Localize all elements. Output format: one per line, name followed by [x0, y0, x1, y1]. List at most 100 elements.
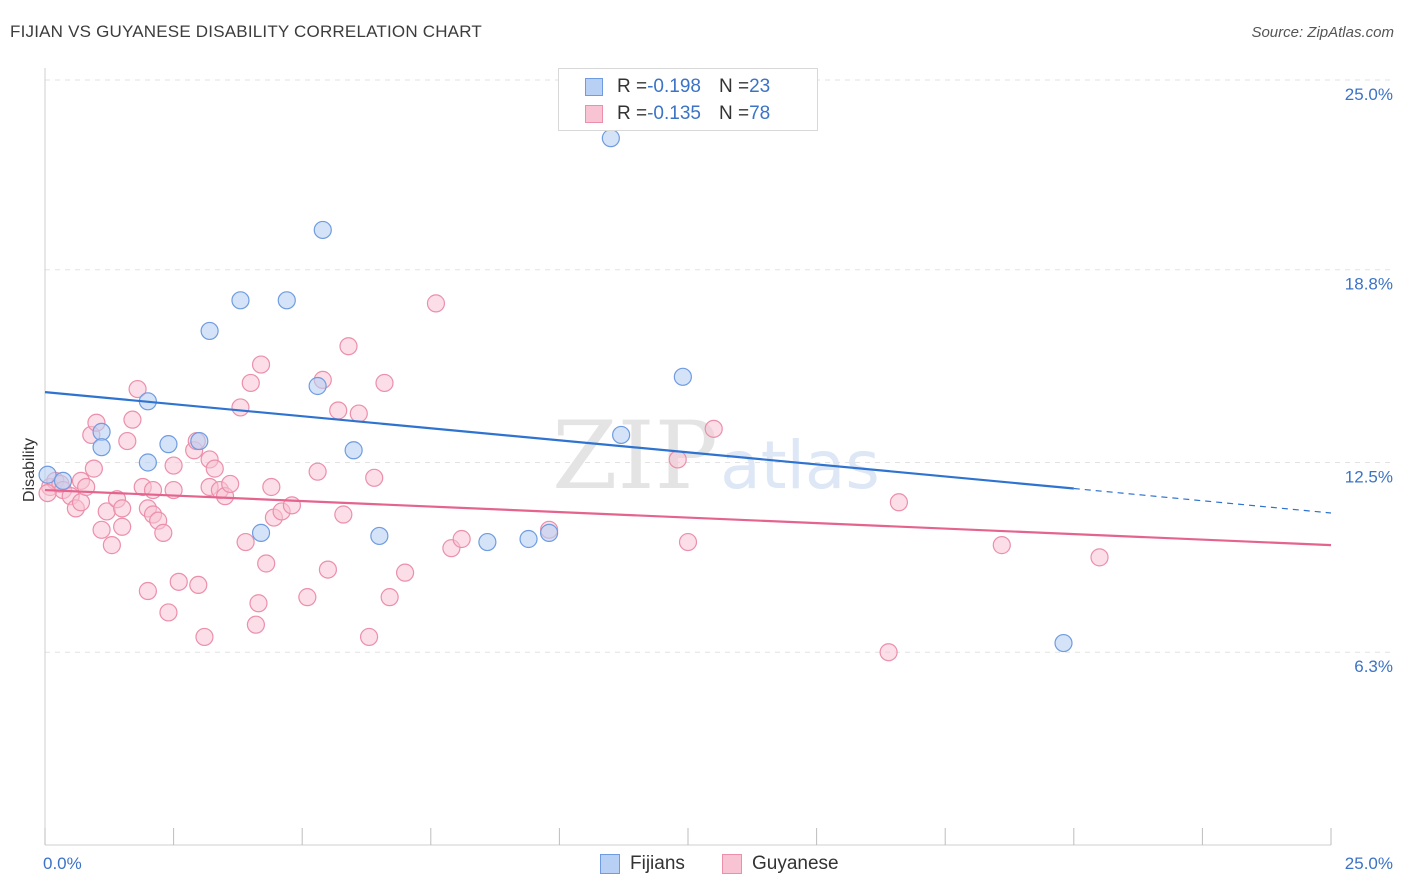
- guyanese-point: [205, 459, 224, 478]
- guyanese-trend-line: [44, 488, 1332, 547]
- bottom-guyanese-label: Guyanese: [752, 853, 839, 874]
- guyanese-point: [169, 572, 188, 591]
- guyanese-point: [102, 536, 121, 555]
- bottom-fijians-swatch: [600, 854, 620, 874]
- guyanese-point: [246, 615, 266, 634]
- guyanese-point: [262, 477, 281, 497]
- guyanese-point: [329, 401, 348, 420]
- fijian-point: [612, 425, 631, 445]
- guyanese-point: [92, 520, 111, 539]
- guyanese-n-value: 78: [749, 103, 771, 124]
- guyanese-point: [38, 484, 57, 503]
- fijian-point: [231, 291, 250, 310]
- y-axis-label: Disability: [21, 438, 38, 502]
- guyanese-r-value: -0.135: [647, 103, 701, 124]
- legend-row-fijians: R = -0.198 N = 23: [585, 75, 770, 99]
- axes: [44, 68, 1332, 846]
- guyanese-point: [334, 505, 353, 524]
- fijian-point: [138, 453, 157, 472]
- fijian-point: [159, 435, 178, 454]
- x-tick-label-max: 25.0%: [1345, 854, 1393, 873]
- guyanese-point: [879, 643, 898, 662]
- trend-lines: [44, 391, 1332, 547]
- guyanese-point: [236, 532, 255, 552]
- guyanese-point: [375, 373, 394, 393]
- guyanese-n-label: N =: [718, 103, 750, 124]
- fijian-point: [313, 220, 332, 240]
- guyanese-point: [128, 379, 147, 399]
- fijian-point: [38, 465, 57, 484]
- guyanese-point: [231, 398, 250, 417]
- guyanese-point: [257, 554, 276, 573]
- guyanese-point: [71, 493, 91, 512]
- fijian-point: [277, 291, 296, 310]
- bottom-guyanese-swatch: [722, 854, 742, 874]
- guyanese-r-label: R =: [617, 103, 648, 124]
- bottom-legend-fijians: Fijians: [600, 852, 685, 876]
- guyanese-point: [154, 523, 173, 542]
- guyanese-point: [889, 493, 909, 512]
- fijian-trend-line: [44, 391, 1074, 490]
- fijian-point: [540, 523, 559, 542]
- guyanese-point: [113, 517, 132, 536]
- fijian-point: [251, 523, 271, 542]
- fijians-r-label: R =: [617, 76, 648, 97]
- guyanese-point: [164, 456, 183, 475]
- fijian-point: [370, 526, 389, 546]
- source-label: Source: ZipAtlas.com: [1251, 24, 1394, 41]
- fijians-r-value: -0.198: [647, 76, 701, 97]
- fijian-point: [190, 431, 209, 451]
- fijian-points: [38, 129, 1073, 653]
- fijians-n-label: N =: [718, 76, 750, 97]
- fijian-point: [478, 532, 497, 552]
- y-tick-label: 12.5%: [1345, 468, 1393, 487]
- guyanese-point: [138, 581, 157, 601]
- guyanese-point: [195, 627, 214, 647]
- chart-title: FIJIAN VS GUYANESE DISABILITY CORRELATIO…: [10, 22, 482, 41]
- fijian-point: [308, 376, 327, 396]
- guyanese-point: [308, 462, 327, 481]
- fijian-point: [519, 529, 538, 549]
- legend-row-guyanese: R = -0.135 N = 78: [585, 102, 770, 126]
- y-axis-tick-labels: 6.3% 12.5% 18.8% 25.0%: [1345, 85, 1393, 676]
- fijians-n-value: 23: [749, 76, 771, 97]
- guyanese-point: [359, 627, 379, 647]
- guyanese-point: [380, 588, 399, 607]
- grid: [45, 79, 1392, 653]
- guyanese-point: [339, 337, 358, 356]
- watermark-atlas: atlas: [720, 427, 880, 504]
- fijian-point: [200, 321, 219, 341]
- guyanese-point: [426, 294, 446, 313]
- fijian-point: [344, 441, 363, 460]
- guyanese-point: [123, 410, 142, 429]
- fijian-point: [53, 471, 73, 490]
- y-tick-label: 25.0%: [1345, 85, 1393, 104]
- watermark-zip: ZIP: [552, 402, 718, 511]
- stats-legend: R = -0.198 N = 23 R = -0.135 N = 78: [558, 68, 818, 131]
- fijian-point: [92, 422, 111, 441]
- fijian-point: [673, 367, 692, 386]
- guyanese-point: [992, 536, 1011, 555]
- y-tick-label: 18.8%: [1345, 275, 1393, 294]
- guyanese-point: [249, 594, 268, 613]
- guyanese-point: [241, 373, 260, 393]
- guyanese-point: [668, 450, 687, 469]
- fijian-point: [1054, 633, 1073, 653]
- y-tick-label: 6.3%: [1354, 657, 1393, 676]
- guyanese-point: [159, 603, 178, 622]
- x-axis-tick-labels: 0.0% 25.0%: [43, 854, 1393, 873]
- guyanese-point: [349, 404, 368, 423]
- guyanese-point: [318, 560, 338, 579]
- guyanese-point: [298, 588, 317, 607]
- guyanese-point: [189, 575, 208, 595]
- watermark: ZIP atlas: [552, 402, 880, 511]
- bottom-legend-guyanese: Guyanese: [722, 852, 839, 876]
- fijian-point: [601, 129, 620, 148]
- guyanese-point: [113, 499, 132, 518]
- guyanese-point: [251, 355, 271, 374]
- guyanese-point: [1090, 548, 1109, 567]
- guyanese-point: [84, 459, 103, 478]
- bottom-fijians-label: Fijians: [630, 853, 685, 874]
- fijian-trend-extension: [1073, 487, 1332, 514]
